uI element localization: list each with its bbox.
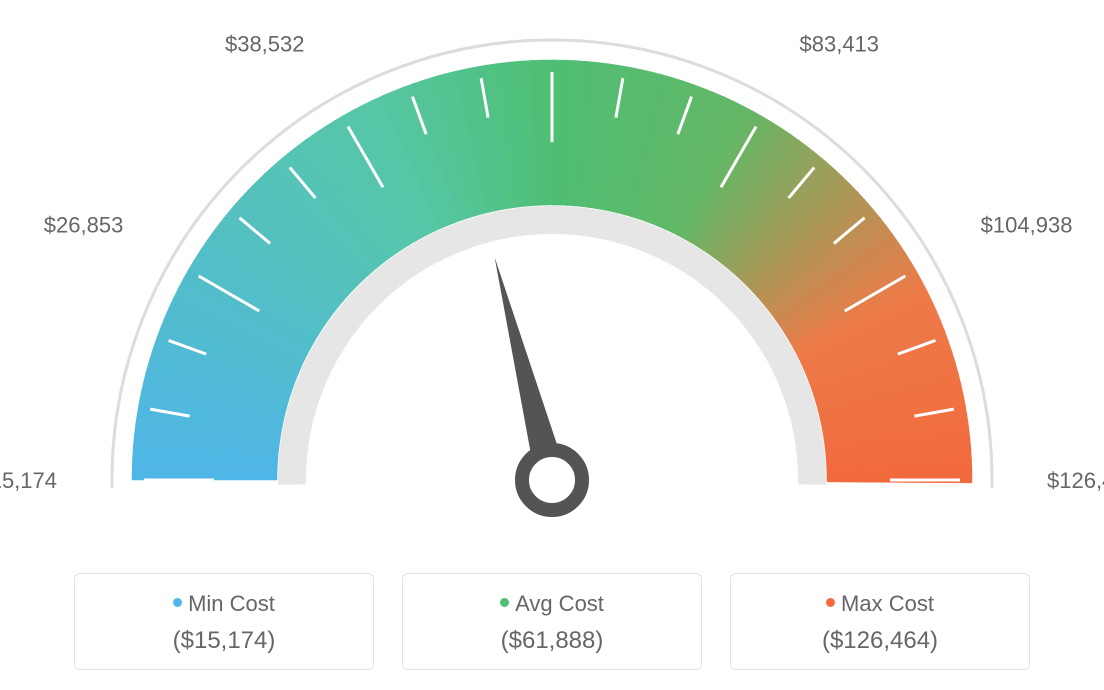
- scale-label: $104,938: [981, 213, 1073, 238]
- legend-card: Min Cost ($15,174): [74, 573, 374, 670]
- legend-value: ($126,464): [741, 627, 1019, 655]
- legend-title-text: Min Cost: [188, 591, 275, 616]
- scale-label: $26,853: [44, 213, 124, 238]
- gauge: $15,174$26,853$38,532$61,888$83,413$104,…: [0, 0, 1104, 530]
- legend-dot-icon: [500, 598, 509, 607]
- legend-value: ($61,888): [413, 627, 691, 655]
- legend-title-text: Avg Cost: [515, 591, 604, 616]
- legend-dot-icon: [826, 598, 835, 607]
- legend-title: Avg Cost: [413, 590, 691, 617]
- legend-title: Min Cost: [85, 590, 363, 617]
- legend-card: Avg Cost ($61,888): [402, 573, 702, 670]
- legend-value: ($15,174): [85, 627, 363, 655]
- legend-title: Max Cost: [741, 590, 1019, 617]
- legend-card: Max Cost ($126,464): [730, 573, 1030, 670]
- needle-hub: [522, 450, 582, 510]
- legend-title-text: Max Cost: [841, 591, 934, 616]
- cost-gauge-infographic: $15,174$26,853$38,532$61,888$83,413$104,…: [0, 0, 1104, 690]
- scale-label: $38,532: [225, 31, 305, 56]
- scale-label: $15,174: [0, 468, 57, 493]
- legend-dot-icon: [173, 598, 182, 607]
- gauge-svg: $15,174$26,853$38,532$61,888$83,413$104,…: [0, 0, 1104, 530]
- scale-label: $83,413: [800, 31, 880, 56]
- legend-row: Min Cost ($15,174) Avg Cost ($61,888) Max Co…: [0, 573, 1104, 670]
- scale-label: $126,464: [1047, 468, 1104, 493]
